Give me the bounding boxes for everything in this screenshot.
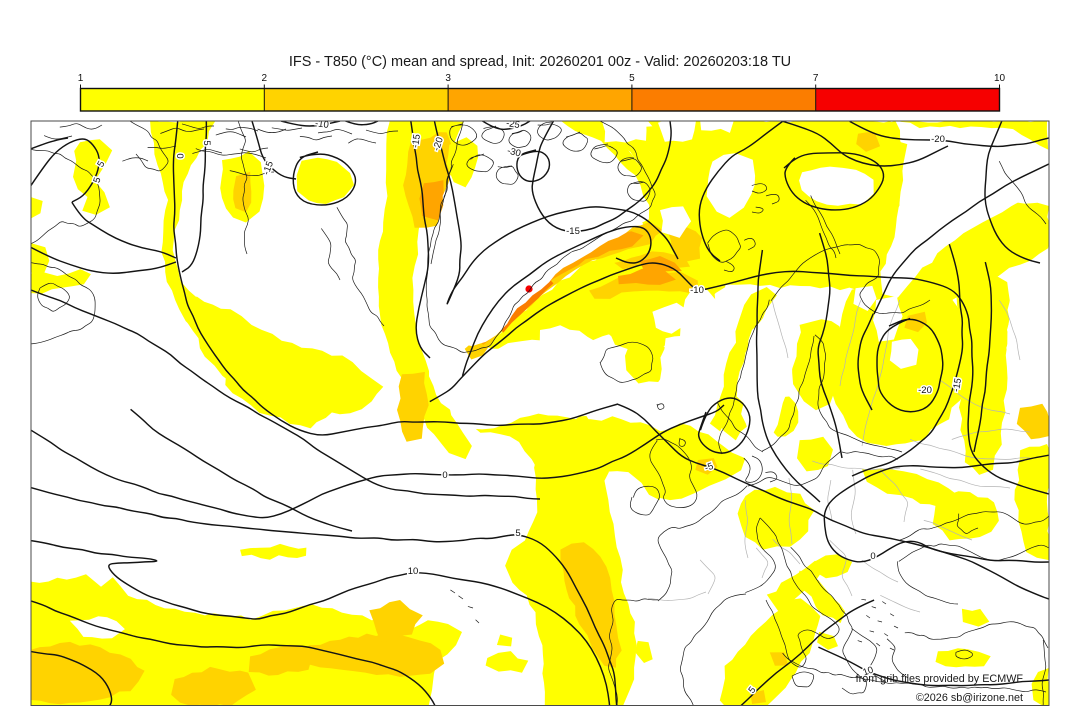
svg-text:3: 3 — [445, 73, 451, 84]
svg-text:5: 5 — [91, 176, 103, 184]
svg-text:IFS - T850 (°C) mean and sprea: IFS - T850 (°C) mean and spread, Init: 2… — [289, 54, 791, 70]
svg-text:10: 10 — [994, 73, 1006, 84]
svg-text:from grib files provided by EC: from grib files provided by ECMWF — [856, 673, 1024, 685]
svg-text:-20: -20 — [918, 385, 932, 396]
svg-text:2: 2 — [262, 73, 268, 84]
svg-text:-25: -25 — [505, 118, 520, 131]
svg-text:©2026 sb@irizone.net: ©2026 sb@irizone.net — [916, 692, 1023, 704]
svg-text:1: 1 — [78, 73, 84, 84]
svg-text:-20: -20 — [931, 134, 945, 145]
svg-text:5: 5 — [629, 73, 635, 84]
svg-text:-30: -30 — [506, 145, 522, 159]
svg-text:10: 10 — [408, 566, 419, 577]
svg-text:-15: -15 — [566, 226, 580, 237]
svg-text:5: 5 — [201, 140, 212, 145]
svg-text:-10: -10 — [690, 285, 704, 296]
svg-text:-15: -15 — [951, 377, 964, 392]
svg-text:7: 7 — [813, 73, 819, 84]
svg-text:-10: -10 — [314, 118, 329, 131]
svg-text:0: 0 — [174, 153, 185, 158]
svg-text:-15: -15 — [410, 134, 423, 149]
svg-text:0: 0 — [442, 470, 447, 481]
svg-text:0: 0 — [870, 551, 875, 562]
svg-text:5: 5 — [515, 528, 520, 539]
